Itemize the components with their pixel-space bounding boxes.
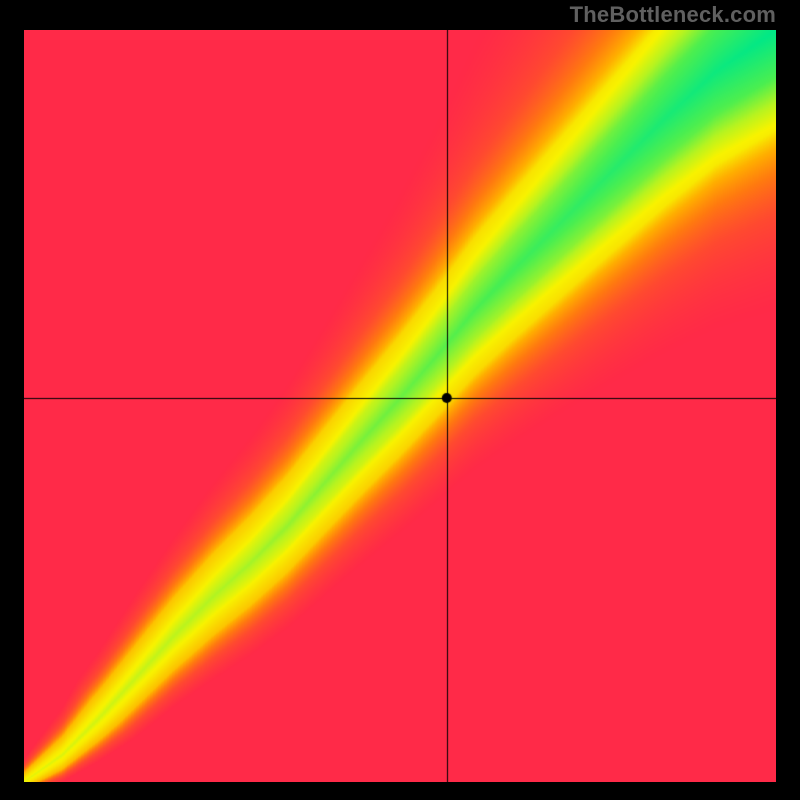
heatmap-canvas xyxy=(24,30,776,782)
watermark-text: TheBottleneck.com xyxy=(570,2,776,28)
chart-container: TheBottleneck.com xyxy=(0,0,800,800)
